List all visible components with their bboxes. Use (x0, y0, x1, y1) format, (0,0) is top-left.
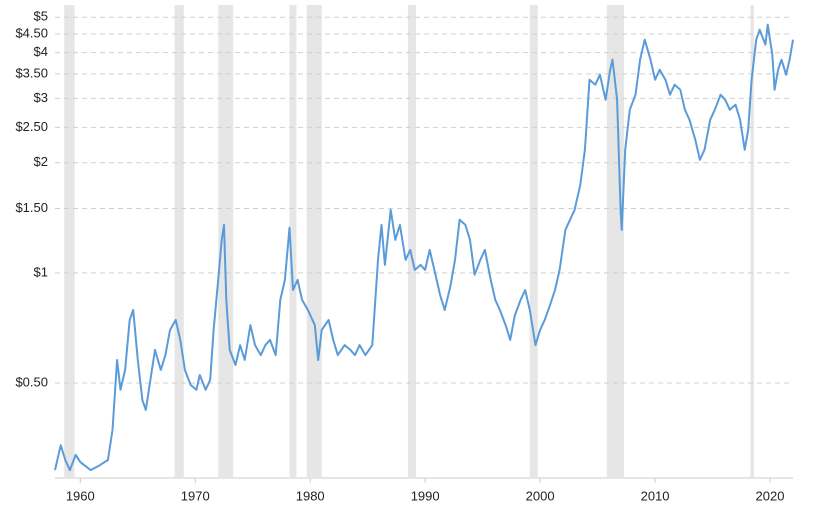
x-tick-label: 2020 (756, 488, 785, 503)
shaded-period (529, 5, 538, 478)
y-tick-label: $4 (34, 44, 48, 59)
x-tick-label: 2000 (526, 488, 555, 503)
y-tick-label: $2 (34, 154, 48, 169)
shaded-period (750, 5, 754, 478)
shaded-period (218, 5, 234, 478)
shaded-period (289, 5, 297, 478)
shaded-period (64, 5, 75, 478)
price-line (54, 23, 794, 472)
y-tick-label: $4.50 (15, 25, 48, 40)
x-tick-label: 1990 (411, 488, 440, 503)
x-tick-label: 1970 (181, 488, 210, 503)
x-tick-label: 2010 (641, 488, 670, 503)
shaded-period (174, 5, 184, 478)
shaded-period (606, 5, 625, 478)
y-tick-label: $2.50 (15, 119, 48, 134)
x-tick-label: 1960 (66, 488, 95, 503)
shaded-period (407, 5, 416, 478)
y-tick-label: $3 (34, 90, 48, 105)
y-tick-label: $5 (34, 9, 48, 24)
x-tick-label: 1980 (296, 488, 325, 503)
y-tick-label: $1 (34, 264, 48, 279)
y-tick-label: $1.50 (15, 200, 48, 215)
y-tick-label: $0.50 (15, 374, 48, 389)
y-tick-label: $3.50 (15, 65, 48, 80)
shaded-period (306, 5, 322, 478)
